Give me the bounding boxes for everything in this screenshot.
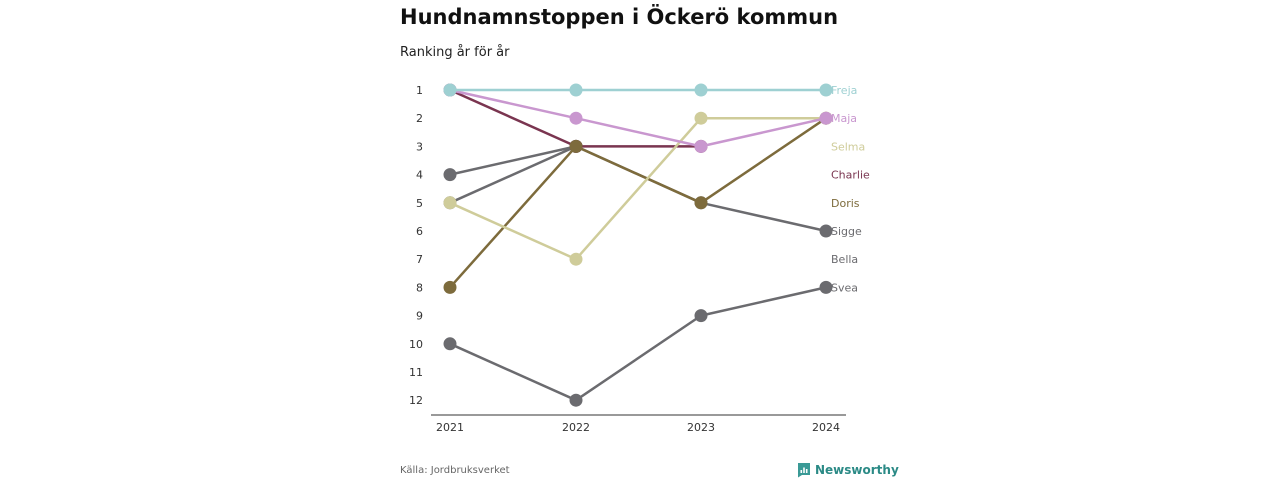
series-label-charlie: Charlie xyxy=(831,169,870,182)
brand-name: Newsworthy xyxy=(815,463,899,477)
chart-subtitle: Ranking år för år xyxy=(400,45,510,60)
series-label-selma: Selma xyxy=(831,140,865,153)
y-tick-label: 4 xyxy=(416,169,423,182)
data-point-doris xyxy=(443,280,457,294)
data-point-selma xyxy=(569,252,583,266)
y-tick-label: 9 xyxy=(416,310,423,323)
data-point-svea xyxy=(694,309,708,323)
y-tick-label: 2 xyxy=(416,112,423,125)
data-point-doris xyxy=(569,139,583,153)
y-tick-label: 5 xyxy=(416,197,423,210)
x-tick-label: 2022 xyxy=(562,421,590,434)
data-point-freja xyxy=(694,83,708,97)
series-label-freja: Freja xyxy=(831,84,857,97)
data-point-freja xyxy=(569,83,583,97)
data-point-freja xyxy=(443,83,457,97)
data-point-maja xyxy=(694,139,708,153)
x-tick-label: 2021 xyxy=(436,421,464,434)
y-tick-label: 1 xyxy=(416,84,423,97)
data-point-selma xyxy=(443,196,457,210)
series-line-bella xyxy=(449,145,577,204)
y-tick-label: 11 xyxy=(409,366,423,379)
series-label-doris: Doris xyxy=(831,197,860,210)
series-label-bella: Bella xyxy=(831,253,858,266)
data-point-doris xyxy=(694,196,708,210)
data-point-freja xyxy=(819,83,833,97)
data-point-maja xyxy=(569,111,583,125)
data-point-svea xyxy=(443,337,457,351)
y-tick-label: 6 xyxy=(416,225,423,238)
data-point-svea xyxy=(569,393,583,407)
series-line-svea xyxy=(449,286,827,402)
data-point-maja xyxy=(819,111,833,125)
series-line-doris xyxy=(449,117,827,289)
x-tick-label: 2024 xyxy=(812,421,840,434)
series-line-selma xyxy=(449,116,826,261)
data-point-sigge xyxy=(819,224,833,238)
source-note: Källa: Jordbruksverket xyxy=(400,465,510,476)
series-label-maja: Maja xyxy=(831,112,857,125)
y-tick-label: 12 xyxy=(409,394,423,407)
y-tick-label: 3 xyxy=(416,140,423,153)
series-label-sigge: Sigge xyxy=(831,225,862,238)
series-label-svea: Svea xyxy=(831,281,858,294)
data-point-svea xyxy=(819,280,833,294)
y-tick-label: 8 xyxy=(416,281,423,294)
brand-logo[interactable]: Newsworthy xyxy=(797,462,899,478)
x-tick-label: 2023 xyxy=(687,421,715,434)
data-point-sigge xyxy=(443,168,457,182)
data-point-selma xyxy=(694,111,708,125)
series-line-maja xyxy=(449,88,827,148)
y-tick-label: 10 xyxy=(409,338,423,351)
y-tick-label: 7 xyxy=(416,253,423,266)
chart-title: Hundnamnstoppen i Öckerö kommun xyxy=(400,5,839,29)
newsworthy-logo-icon xyxy=(798,463,810,478)
